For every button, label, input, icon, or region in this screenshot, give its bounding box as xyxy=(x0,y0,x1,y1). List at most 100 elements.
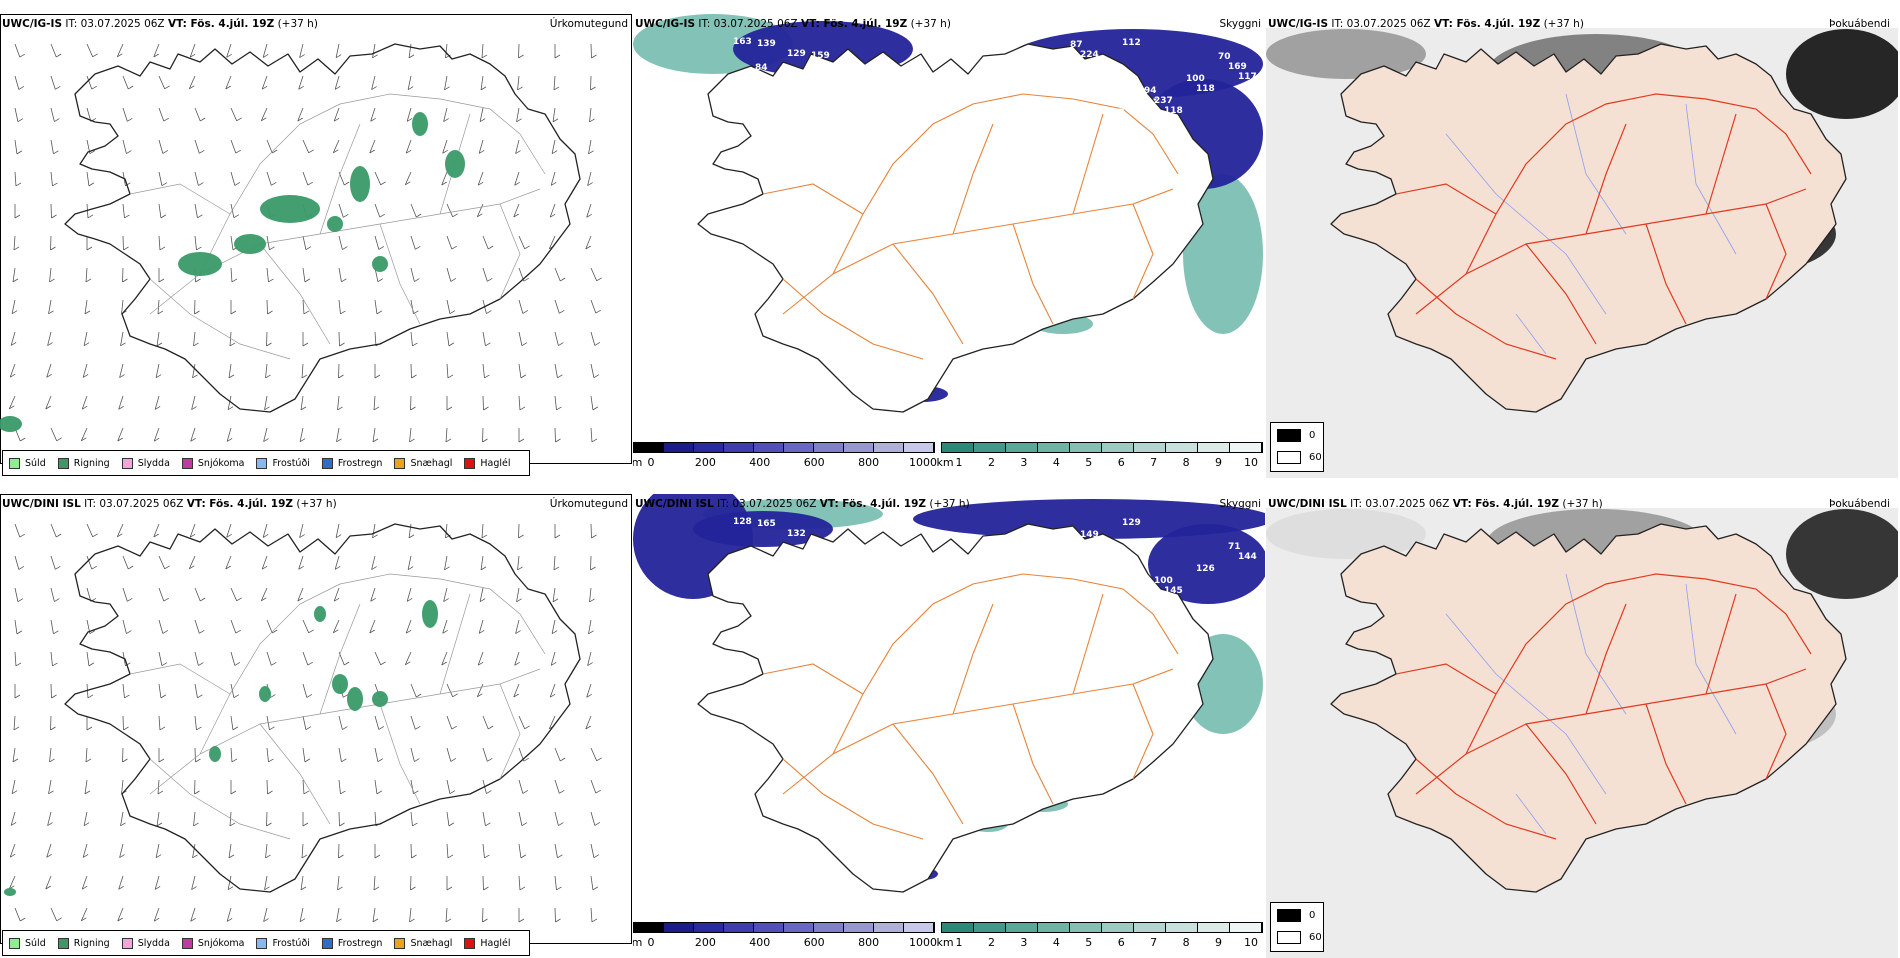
colorbar-tick: 7 xyxy=(1150,456,1157,469)
cloud-base-label: 139 xyxy=(757,39,776,49)
colorbar-cell xyxy=(974,923,1006,932)
fog-legend-swatch xyxy=(1277,429,1301,442)
colorbar-cell xyxy=(724,443,754,452)
precip-type-map-top: UWC/IG-IS IT: 03.07.2025 06Z VT: Fös. 4.… xyxy=(0,14,632,478)
fog-legend-item: 60 xyxy=(1277,451,1322,464)
colorbar-cell xyxy=(974,443,1006,452)
cloud-base-label: 164 xyxy=(759,95,778,105)
cloud-base-label: 100 xyxy=(1154,576,1173,586)
cloud-base-label: 128 xyxy=(733,517,752,527)
legend-item: Rigning xyxy=(58,458,110,469)
colorbar-cell xyxy=(784,923,814,932)
colorbar-tick: 3 xyxy=(1020,936,1027,949)
legend-label: Frostregn xyxy=(338,458,383,469)
rain-area xyxy=(209,746,221,762)
cloud-base-label: 5 xyxy=(809,75,815,85)
colorbar-tick: 10 xyxy=(1244,456,1258,469)
colorbar-tick: 6 xyxy=(1118,456,1125,469)
colorbar-tick: 0 xyxy=(648,456,655,469)
fog-map-canvas xyxy=(1266,494,1898,958)
legend-swatch xyxy=(256,938,267,949)
legend-label: Frostúði xyxy=(272,938,309,949)
cloud-base-label: 105 xyxy=(841,541,860,551)
colorbar-cell xyxy=(904,443,934,452)
cloud-base-label: 39 xyxy=(813,587,826,597)
rain-area xyxy=(412,112,428,136)
colorbar-cells xyxy=(633,442,935,453)
legend-item: Súld xyxy=(9,938,46,949)
legend-swatch xyxy=(182,458,193,469)
cloud-base-label: 169 xyxy=(1228,62,1247,72)
colorbar-cell xyxy=(1166,923,1198,932)
fog-legend-label: 60 xyxy=(1309,452,1322,463)
colorbar-unit: km xyxy=(936,456,953,469)
panel-title: UWC/DINI ISL IT: 03.07.2025 06Z VT: Fös.… xyxy=(2,498,337,510)
cloud-base-label: 142 xyxy=(815,83,834,93)
field-label: Skyggni xyxy=(1220,498,1262,510)
legend-swatch xyxy=(322,458,333,469)
rain-area xyxy=(259,686,271,702)
rain-area xyxy=(178,252,222,276)
legend-swatch xyxy=(394,938,405,949)
road-network xyxy=(130,574,545,839)
colorbar-cell xyxy=(724,923,754,932)
colorbar-cell xyxy=(1134,923,1166,932)
field-label: Skyggni xyxy=(1220,18,1262,30)
legend-item: Snæhagl xyxy=(394,938,452,949)
colorbar-tick: 4 xyxy=(1053,936,1060,949)
rain-area xyxy=(327,216,343,232)
legend-swatch xyxy=(9,458,20,469)
rain-area xyxy=(350,166,370,202)
legend-swatch xyxy=(464,458,475,469)
field-label: Úrkomutegund xyxy=(550,18,628,30)
legend-item: Rigning xyxy=(58,938,110,949)
colorbar-cell xyxy=(784,443,814,452)
rain-area xyxy=(4,888,16,896)
visibility-map-canvas: 1281241191451321441311291051263914914210… xyxy=(633,494,1265,958)
legend-label: Súld xyxy=(25,938,46,949)
colorbar-tick: 7 xyxy=(1150,936,1157,949)
panel-title: UWC/DINI ISL IT: 03.07.2025 06Z VT: Fös.… xyxy=(1268,498,1603,510)
legend-item: Snjókoma xyxy=(182,938,245,949)
legend-swatch xyxy=(322,938,333,949)
precip-type-map-bottom: UWC/DINI ISL IT: 03.07.2025 06Z VT: Fös.… xyxy=(0,494,632,958)
colorbar-tick: 600 xyxy=(804,936,825,949)
fog-legend-label: 60 xyxy=(1309,932,1322,943)
colorbar-cell xyxy=(1198,923,1230,932)
fog-legend-swatch xyxy=(1277,451,1301,464)
fog-map-canvas xyxy=(1266,14,1898,478)
panel-title: UWC/DINI ISL IT: 03.07.2025 06Z VT: Fös.… xyxy=(635,498,970,510)
legend-label: Slydda xyxy=(138,458,170,469)
colorbar-unit: m xyxy=(633,936,642,949)
legend-item: Súld xyxy=(9,458,46,469)
colorbar-cell xyxy=(1166,443,1198,452)
cloud-base-label: 144 xyxy=(1238,552,1257,562)
cloud-base-label: 159 xyxy=(811,51,830,61)
colorbar-cell xyxy=(1006,923,1038,932)
colorbar-tick: 0 xyxy=(648,936,655,949)
legend-swatch xyxy=(256,458,267,469)
rain-area xyxy=(314,606,326,622)
colorbar-tick: 8 xyxy=(1183,456,1190,469)
cloud-base-label: 90 xyxy=(837,109,850,119)
cloud-base-label: 131 xyxy=(759,575,778,585)
rain-area xyxy=(422,600,438,628)
cloud-base-label: 237 xyxy=(1154,96,1173,106)
cloud-base-label: 84 xyxy=(755,63,768,73)
cloud-base-label: 117 xyxy=(1238,72,1257,82)
legend-item: Frostúði xyxy=(256,458,309,469)
cloud-base-label: 70 xyxy=(1218,52,1231,62)
colorbar-cell xyxy=(664,923,694,932)
panel-title: UWC/IG-IS IT: 03.07.2025 06Z VT: Fös. 4.… xyxy=(635,18,951,30)
legend-item: Haglél xyxy=(464,938,510,949)
colorbar-unit: km xyxy=(936,936,953,949)
legend-swatch xyxy=(394,458,405,469)
legend-swatch xyxy=(122,938,133,949)
cloud-base-label: 12 xyxy=(839,85,852,95)
rain-area xyxy=(260,195,320,223)
legend-item: Frostregn xyxy=(322,458,383,469)
